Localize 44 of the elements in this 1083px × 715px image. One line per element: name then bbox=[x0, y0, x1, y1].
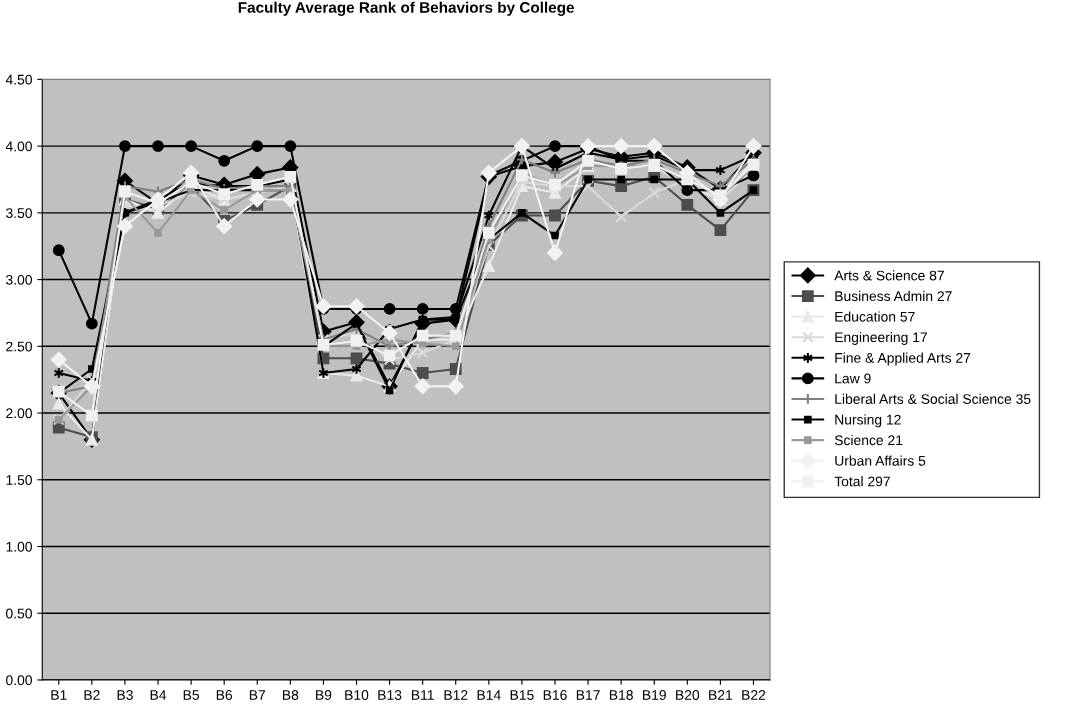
x-tick-label: B6 bbox=[216, 690, 233, 700]
x-tick-label: B5 bbox=[183, 690, 200, 700]
x-tick-label: B19 bbox=[643, 690, 666, 700]
y-tick-label: 2.00 bbox=[6, 408, 32, 419]
x-tick-label: B18 bbox=[609, 690, 633, 700]
x-tick-label: B1 bbox=[51, 690, 67, 700]
x-tick-label: B4 bbox=[150, 690, 167, 700]
legend-label: Law 9 bbox=[835, 373, 871, 384]
x-tick-label: B21 bbox=[709, 690, 733, 700]
legend-label: Total 297 bbox=[834, 476, 890, 487]
legend-label: Nursing 12 bbox=[835, 414, 901, 428]
y-tick-label: 1.00 bbox=[6, 541, 32, 552]
chart-title: Faculty Average Rank of Behaviors by College bbox=[238, 1, 574, 16]
legend-label: Liberal Arts & Social Science 35 bbox=[835, 393, 1031, 404]
y-tick-label: 3.00 bbox=[6, 274, 32, 285]
y-tick-label: 4.50 bbox=[5, 74, 32, 85]
x-tick-label: B16 bbox=[543, 690, 567, 700]
legend-label: Engineering 17 bbox=[835, 332, 927, 345]
y-tick-label: 0.50 bbox=[6, 608, 32, 619]
x-tick-label: B14 bbox=[477, 690, 501, 700]
x-tick-label: B3 bbox=[117, 690, 133, 700]
x-tick-label: B8 bbox=[282, 690, 299, 700]
x-tick-label: B13 bbox=[378, 690, 402, 700]
x-tick-label: B7 bbox=[249, 690, 266, 700]
x-tick-label: B22 bbox=[742, 690, 766, 700]
y-tick-label: 3.50 bbox=[6, 208, 32, 218]
y-tick-label: 1.50 bbox=[6, 475, 32, 485]
x-tick-label: B17 bbox=[576, 690, 600, 700]
y-tick-label: 0.00 bbox=[6, 675, 32, 686]
y-tick-label: 2.50 bbox=[6, 341, 32, 352]
legend-label: Science 21 bbox=[834, 434, 903, 446]
legend-label: Arts & Science 87 bbox=[834, 270, 944, 281]
y-tick-label: 4.00 bbox=[5, 141, 32, 152]
x-tick-label: B12 bbox=[444, 690, 468, 700]
x-tick-label: B11 bbox=[411, 690, 434, 700]
x-tick-label: B15 bbox=[510, 690, 534, 700]
x-tick-label: B20 bbox=[676, 690, 700, 700]
x-tick-label: B2 bbox=[84, 690, 100, 700]
legend-label: Fine & Applied Arts 27 bbox=[835, 352, 971, 366]
legend-label: Business Admin 27 bbox=[835, 290, 952, 302]
x-tick-label: B9 bbox=[316, 690, 332, 700]
legend-label: Education 57 bbox=[835, 311, 915, 322]
legend-label: Urban Affairs 5 bbox=[835, 455, 926, 466]
x-tick-label: B10 bbox=[345, 690, 369, 700]
